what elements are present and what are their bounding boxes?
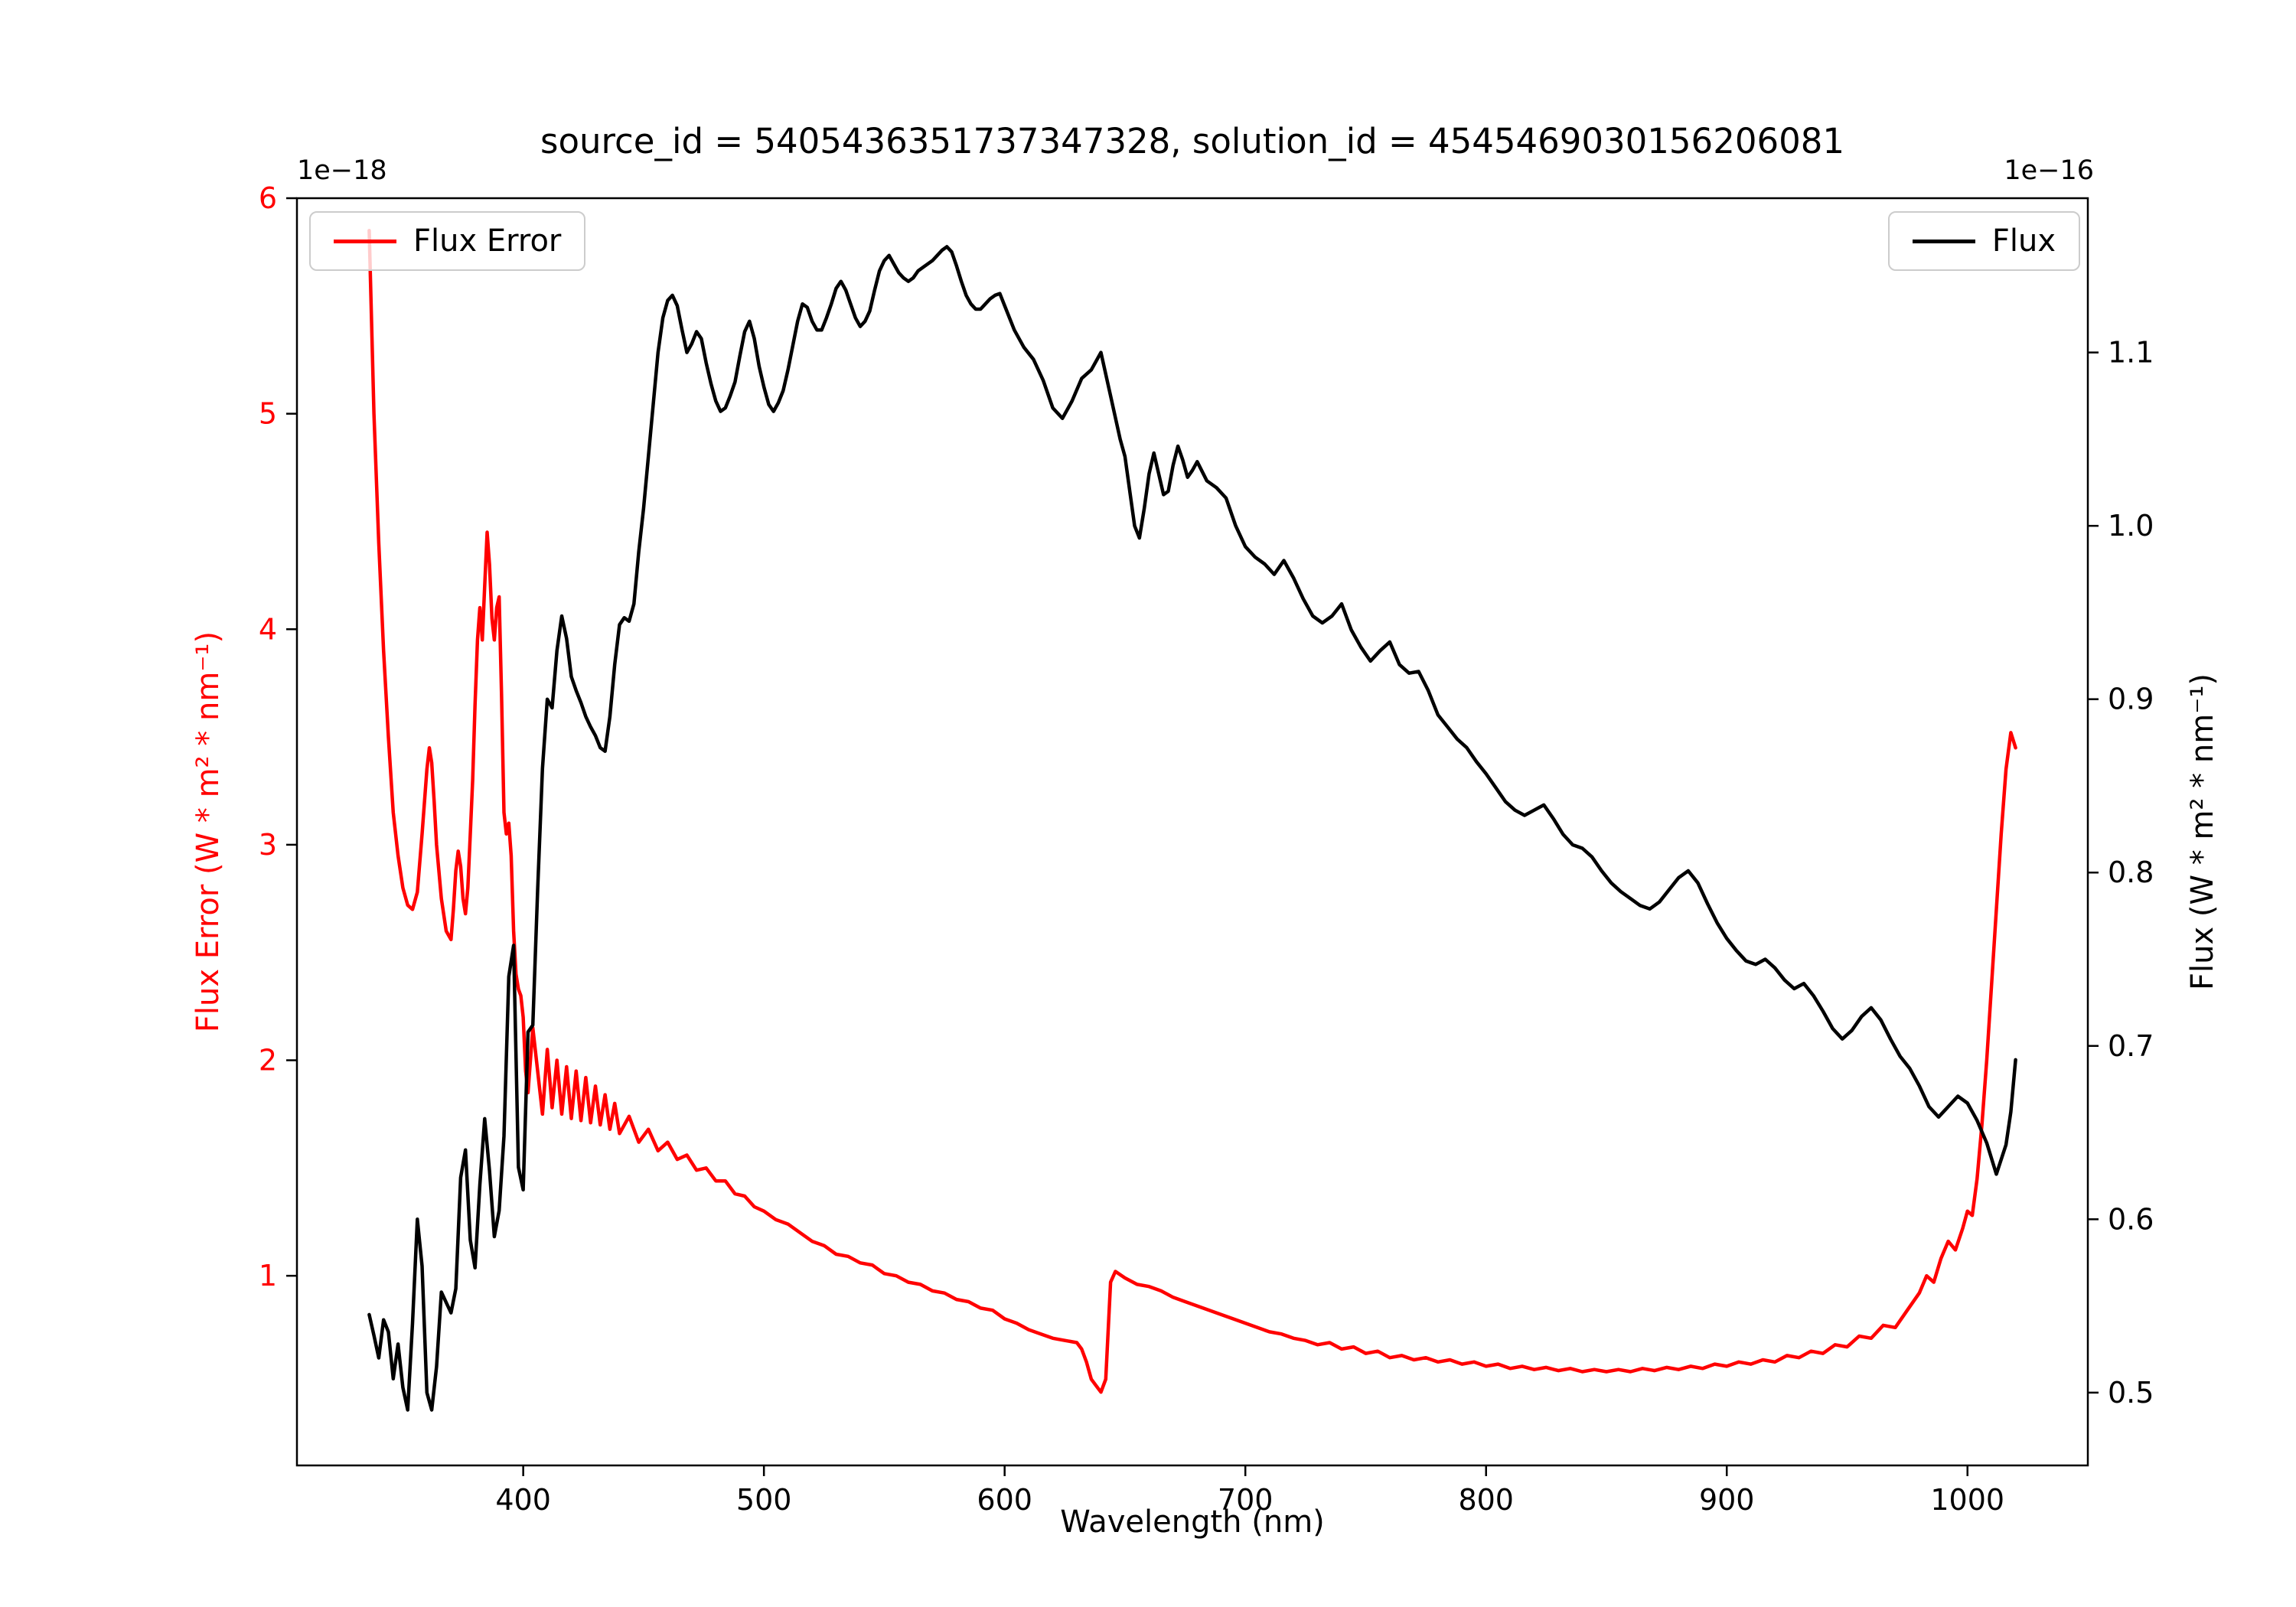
- right-y-tick-label: 0.7: [2108, 1029, 2154, 1063]
- flux-error-legend-line-icon: [334, 239, 396, 243]
- right-y-tick-label: 0.8: [2108, 856, 2154, 889]
- right-y-tick-label: 1.0: [2108, 509, 2154, 543]
- x-tick-label: 500: [736, 1483, 792, 1517]
- right-axis-offset-text: 1e−16: [2004, 155, 2094, 186]
- left-axis-offset-text: 1e−18: [297, 155, 387, 186]
- x-tick-label: 400: [495, 1483, 551, 1517]
- x-axis-label: Wavelength (nm): [1060, 1504, 1325, 1540]
- x-tick-label: 700: [1218, 1483, 1274, 1517]
- flux-curve: [367, 245, 2017, 1412]
- left-axis-label: Flux Error (W * m² * nm⁻¹): [191, 631, 226, 1033]
- x-tick-label: 800: [1458, 1483, 1514, 1517]
- right-y-tick-label: 0.9: [2108, 683, 2154, 716]
- left-y-tick-label: 6: [259, 181, 277, 215]
- x-tick-label: 600: [977, 1483, 1032, 1517]
- x-tick-label: 1000: [1930, 1483, 2004, 1517]
- legend-label-flux: Flux: [1991, 223, 2056, 259]
- right-y-tick-label: 1.1: [2108, 336, 2154, 370]
- left-y-tick-label: 5: [259, 397, 277, 431]
- plot-title: source_id = 5405436351737347328, solutio…: [540, 121, 1844, 161]
- right-y-tick-label: 0.5: [2108, 1376, 2154, 1410]
- legend-label-flux-error: Flux Error: [413, 223, 562, 259]
- right-y-tick-label: 0.6: [2108, 1202, 2154, 1236]
- legend-flux-error: Flux Error: [309, 211, 586, 271]
- legend-flux: Flux: [1887, 211, 2080, 271]
- flux-legend-line-icon: [1912, 239, 1975, 243]
- x-tick-label: 900: [1699, 1483, 1755, 1517]
- right-axis-label: Flux (W * m² * nm⁻¹): [2185, 673, 2220, 990]
- left-y-tick-label: 2: [259, 1044, 277, 1077]
- left-y-tick-label: 4: [259, 612, 277, 646]
- left-y-tick-label: 3: [259, 828, 277, 862]
- left-y-tick-label: 1: [259, 1259, 277, 1292]
- flux-error-curve: [367, 228, 2017, 1394]
- axes-frame: [295, 197, 2089, 1467]
